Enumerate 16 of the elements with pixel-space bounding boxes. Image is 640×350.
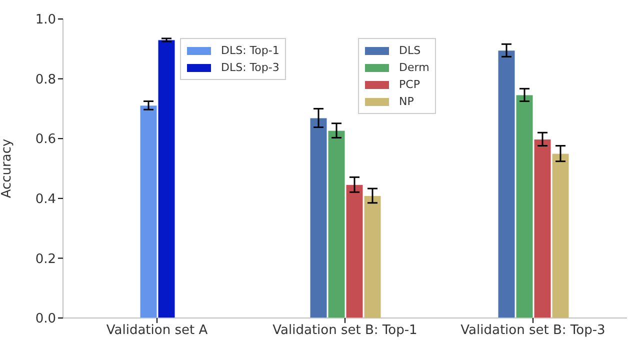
legend-label: NP	[399, 94, 414, 110]
y-tick-label: 0.4	[35, 192, 56, 208]
x-tick-label: Validation set A	[106, 323, 208, 338]
y-tick-label: 0.8	[35, 72, 56, 88]
legend-label: PCP	[399, 77, 420, 93]
y-tick-label: 0.0	[35, 312, 56, 327]
legend-label: Derm	[399, 60, 430, 76]
x-tick-label: Validation set B: Top-1	[272, 323, 418, 338]
legend-label: DLS: Top-3	[221, 60, 280, 76]
legend-label: DLS	[399, 43, 421, 59]
y-tick-label: 1.0	[35, 12, 56, 28]
y-axis-title: Accuracy	[0, 138, 15, 198]
x-tick-label: Validation set B: Top-3	[460, 323, 606, 338]
y-tick-label: 0.2	[35, 252, 56, 267]
legend-label: DLS: Top-1	[221, 43, 280, 59]
y-tick-label: 0.6	[35, 132, 56, 148]
